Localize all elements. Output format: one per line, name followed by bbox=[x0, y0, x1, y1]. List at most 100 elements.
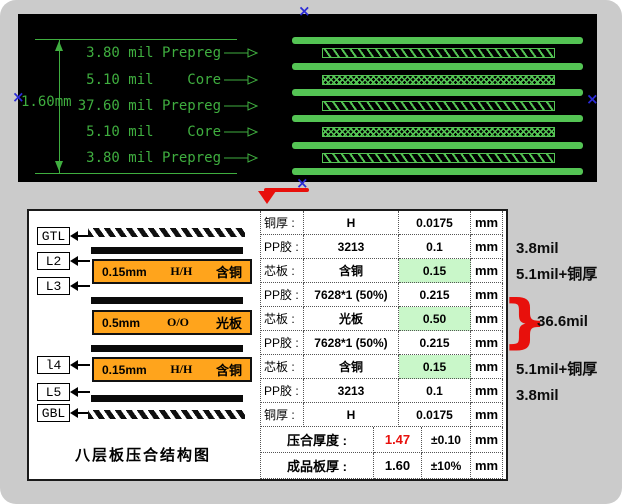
leader-arrow-left-icon bbox=[70, 408, 90, 418]
selection-x-mark-left: × bbox=[12, 88, 25, 106]
table-row: 芯板 : 光板 0.50 mm bbox=[261, 307, 503, 331]
row-unit: mm bbox=[471, 331, 503, 355]
red-arrow-down-icon bbox=[258, 191, 276, 204]
inner-copper-bar bbox=[91, 395, 243, 402]
row-label: 铜厚 : bbox=[261, 403, 304, 427]
row-material: 3213 bbox=[304, 235, 399, 259]
table-summary-row: 压合厚度 : 1.47 ±0.10 mm bbox=[261, 427, 503, 453]
row-value: 0.0175 bbox=[399, 403, 471, 427]
row-label: 铜厚 : bbox=[261, 211, 304, 235]
table-row: PP胶 : 7628*1 (50%) 0.215 mm bbox=[261, 283, 503, 307]
row-material: 3213 bbox=[304, 379, 399, 403]
copper-layer-bar bbox=[292, 115, 583, 122]
row-unit: mm bbox=[471, 307, 503, 331]
core-kind: 含铜 bbox=[215, 363, 242, 378]
dimension-arrow-up-icon bbox=[55, 41, 63, 51]
row-unit: mm bbox=[471, 235, 503, 259]
leader-arrow-left-icon bbox=[70, 387, 90, 397]
core-thickness: 0.15mm bbox=[102, 264, 147, 279]
copper-layer-bar bbox=[292, 37, 583, 44]
summary-tolerance: ±0.10 bbox=[422, 427, 471, 453]
selection-x-mark-right: × bbox=[586, 90, 599, 108]
row-material: H bbox=[304, 403, 399, 427]
core-kind: 光板 bbox=[215, 316, 242, 331]
summary-value: 1.47 bbox=[374, 427, 422, 453]
dimension-extension-line-bottom bbox=[35, 173, 237, 174]
row-material: 含铜 bbox=[304, 259, 399, 283]
layer-name-box: l4 bbox=[37, 356, 70, 374]
stackup-sheet: GTL L2 L3 l4 L5 GBL 0.15mm H/H 含铜 0.5mm … bbox=[27, 209, 508, 481]
copper-layer-bar bbox=[292, 89, 583, 96]
row-unit: mm bbox=[471, 259, 503, 283]
core-kind: 含铜 bbox=[215, 265, 242, 280]
arrow-right-icon bbox=[224, 153, 258, 163]
arrow-right-icon bbox=[224, 101, 258, 111]
arrow-right-icon bbox=[224, 48, 258, 58]
row-material: 7628*1 (50%) bbox=[304, 331, 399, 355]
dimension-arrow-down-icon bbox=[55, 161, 63, 171]
row-value-highlighted: 0.15 bbox=[399, 355, 471, 379]
row-unit: mm bbox=[471, 403, 503, 427]
table-row: PP胶 : 7628*1 (50%) 0.215 mm bbox=[261, 331, 503, 355]
row-value: 0.215 bbox=[399, 331, 471, 355]
layer-name-box: GBL bbox=[37, 404, 70, 422]
table-summary-row: 成品板厚 : 1.60 ±10% mm bbox=[261, 453, 503, 479]
layer-name-box: L2 bbox=[37, 252, 70, 270]
dimension-line bbox=[59, 39, 60, 173]
annotation-thickness: 5.1mil+铜厚 bbox=[516, 361, 598, 378]
layer-name-box: L5 bbox=[37, 383, 70, 401]
dimension-extension-line-top bbox=[35, 39, 237, 40]
copper-layer-bar bbox=[292, 168, 583, 175]
core-box: 0.5mm O/O 光板 bbox=[92, 310, 252, 335]
row-value: 0.1 bbox=[399, 379, 471, 403]
leader-arrow-left-icon bbox=[70, 231, 90, 241]
core-thickness: 0.5mm bbox=[102, 315, 141, 330]
row-unit: mm bbox=[471, 283, 503, 307]
table-row: 铜厚 : H 0.0175 mm bbox=[261, 211, 503, 235]
summary-unit: mm bbox=[471, 427, 503, 453]
row-label: PP胶 : bbox=[261, 331, 304, 355]
copper-layer-bar bbox=[292, 142, 583, 149]
row-label: PP胶 : bbox=[261, 235, 304, 259]
outer-copper-hatch-bar bbox=[88, 410, 245, 419]
row-label: PP胶 : bbox=[261, 283, 304, 307]
diagram-caption: 八层板压合结构图 bbox=[74, 447, 211, 464]
leader-arrow-left-icon bbox=[70, 256, 90, 266]
cad-layer-callout: 3.80 mil Prepreg bbox=[58, 43, 258, 63]
prepreg-layer-bar bbox=[322, 153, 555, 163]
cad-panel: 1.60mm 3.80 mil Prepreg 5.10 mil Core 37… bbox=[18, 14, 597, 182]
cad-layer-label: 37.60 mil Prepreg bbox=[77, 98, 221, 114]
leader-arrow-left-icon bbox=[70, 360, 90, 370]
core-foil: H/H bbox=[170, 362, 193, 376]
annotation-thickness: 3.8mil bbox=[516, 240, 559, 257]
copper-layer-bar bbox=[292, 63, 583, 70]
cad-layer-callout: 37.60 mil Prepreg bbox=[58, 96, 258, 116]
row-value: 0.215 bbox=[399, 283, 471, 307]
row-value-highlighted: 0.15 bbox=[399, 259, 471, 283]
core-thickness: 0.15mm bbox=[102, 362, 147, 377]
outer-copper-hatch-bar bbox=[88, 228, 245, 237]
red-elbow-arrow-line bbox=[264, 188, 309, 192]
cad-layer-label: 3.80 mil Prepreg bbox=[86, 45, 221, 61]
red-brace-icon: } bbox=[501, 287, 549, 355]
inner-copper-bar bbox=[91, 345, 243, 352]
table-row: 芯板 : 含铜 0.15 mm bbox=[261, 259, 503, 283]
table-row: 铜厚 : H 0.0175 mm bbox=[261, 403, 503, 427]
prepreg-layer-bar bbox=[322, 101, 555, 111]
row-material: 光板 bbox=[304, 307, 399, 331]
summary-tolerance: ±10% bbox=[422, 453, 471, 479]
core-box: 0.15mm H/H 含铜 bbox=[92, 357, 252, 382]
core-layer-bar bbox=[322, 75, 555, 85]
cad-layer-callout: 5.10 mil Core bbox=[58, 70, 258, 90]
annotation-thickness: 36.6mil bbox=[537, 313, 588, 330]
summary-label: 成品板厚 : bbox=[261, 453, 374, 479]
row-unit: mm bbox=[471, 211, 503, 235]
core-foil: O/O bbox=[167, 315, 190, 329]
row-label: 芯板 : bbox=[261, 307, 304, 331]
selection-x-mark-bottom: × bbox=[296, 174, 309, 192]
table-row: 芯板 : 含铜 0.15 mm bbox=[261, 355, 503, 379]
arrow-right-icon bbox=[224, 127, 258, 137]
row-unit: mm bbox=[471, 379, 503, 403]
annotation-thickness: 5.1mil+铜厚 bbox=[516, 266, 598, 283]
